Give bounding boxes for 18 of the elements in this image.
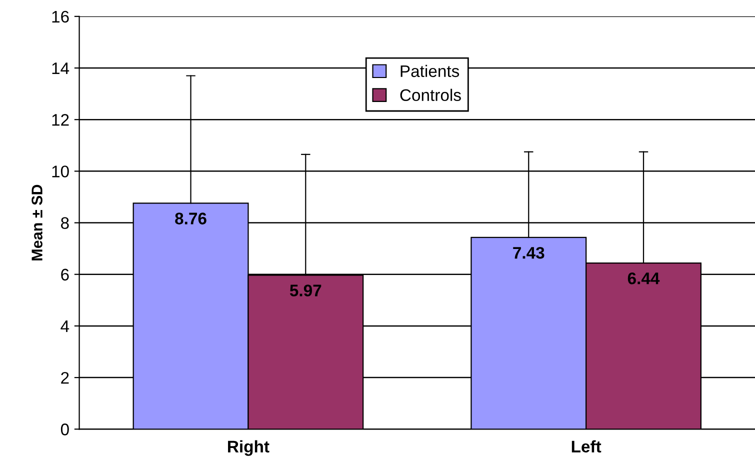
y-tick-label: 6 [61, 268, 69, 281]
y-tick-label: 8 [61, 217, 69, 229]
y-axis-title: Mean ± SD [32, 184, 42, 260]
y-tick-label: 12 [52, 114, 69, 126]
legend-label: Patients [400, 64, 460, 78]
y-tick-label: 16 [52, 10, 69, 23]
x-tick-label: Left [572, 440, 602, 452]
data-label: 6.44 [628, 272, 660, 284]
y-tick-label: 10 [52, 166, 69, 178]
data-label: 7.43 [513, 246, 544, 259]
legend-label: Controls [400, 88, 461, 102]
y-tick-label: 14 [52, 62, 70, 74]
y-tick-label: 4 [60, 320, 70, 332]
x-tick-label: Right [228, 440, 270, 456]
y-tick-label: 2 [61, 372, 69, 384]
data-label: 8.76 [175, 212, 206, 224]
y-tick-label: 0 [60, 424, 69, 436]
data-label: 5.97 [290, 284, 322, 296]
